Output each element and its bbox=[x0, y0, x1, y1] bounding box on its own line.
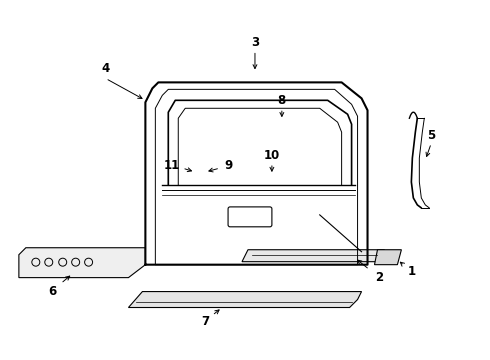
Text: 9: 9 bbox=[224, 158, 232, 172]
FancyBboxPatch shape bbox=[228, 207, 272, 227]
Text: 10: 10 bbox=[264, 149, 280, 162]
Polygon shape bbox=[128, 292, 362, 307]
Polygon shape bbox=[242, 250, 385, 262]
Polygon shape bbox=[19, 248, 146, 278]
Text: 8: 8 bbox=[278, 94, 286, 107]
Polygon shape bbox=[374, 250, 401, 265]
Text: 5: 5 bbox=[427, 129, 436, 142]
Text: 1: 1 bbox=[407, 265, 416, 278]
Text: 3: 3 bbox=[251, 36, 259, 49]
Text: 11: 11 bbox=[164, 158, 180, 172]
Text: 2: 2 bbox=[375, 271, 384, 284]
Text: 4: 4 bbox=[101, 62, 110, 75]
Text: 6: 6 bbox=[49, 285, 57, 298]
Text: 7: 7 bbox=[201, 315, 209, 328]
